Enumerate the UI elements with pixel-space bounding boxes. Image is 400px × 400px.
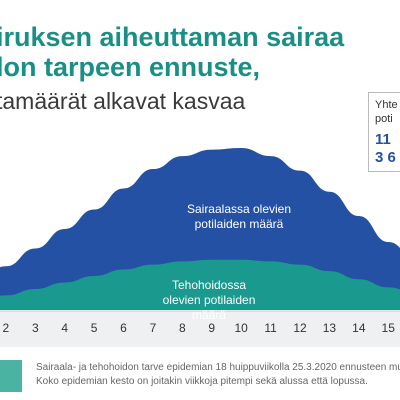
x-tick-label: 8 [179, 321, 186, 335]
box-text: poti [375, 113, 393, 125]
x-tick-label: 10 [234, 321, 248, 335]
x-tick-label: 6 [120, 321, 127, 335]
x-tick-label: 15 [382, 321, 396, 335]
area-label: Tehohoidossa olevien potilaiden määrä [162, 278, 256, 322]
box-figure: 3 6 [375, 149, 396, 166]
x-tick-label: 12 [293, 321, 307, 335]
x-tick-label: 9 [208, 321, 215, 335]
x-tick-label: 14 [352, 321, 366, 335]
x-tick-label: 4 [61, 321, 68, 335]
title-line: lon tarpeen ennuste, [0, 52, 261, 82]
x-tick-label: 5 [91, 321, 98, 335]
x-tick-label: 7 [150, 321, 157, 335]
area-label: Sairaalassa olevien potilaiden määrä [186, 202, 292, 231]
x-tick-label: 11 [264, 321, 277, 335]
axis-band [0, 311, 400, 347]
title-line: iruksen aiheuttaman sairaa [0, 22, 345, 52]
logo [0, 360, 22, 392]
area [0, 259, 400, 310]
box-text: Yhte [375, 99, 398, 111]
x-tick-label: 13 [323, 321, 337, 335]
footer-line: Koko epidemian kesto on joitakin viikkoj… [36, 376, 368, 387]
summary-box: Yhte poti 11 3 6 [368, 92, 400, 172]
footer-line: Sairaala- ja tehohoidon tarve epidemian … [36, 362, 400, 373]
box-figure: 11 [375, 131, 391, 148]
x-tick-label: 3 [32, 321, 39, 335]
x-tick-label: 2 [3, 321, 10, 335]
subtitle: tamäärät alkavat kasvaa [0, 88, 246, 114]
